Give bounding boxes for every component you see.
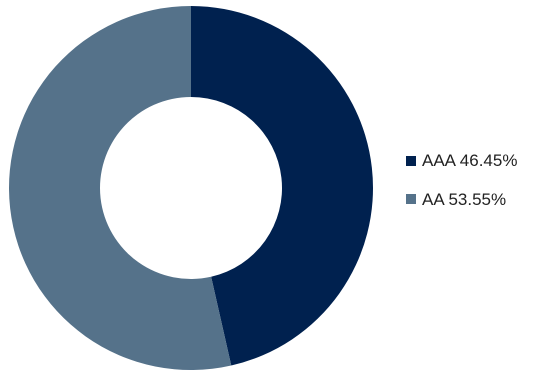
legend-item-aa: AA 53.55% [406, 190, 506, 209]
legend-item-aaa: AAA 46.45% [406, 151, 517, 170]
donut-slice-aa [9, 6, 232, 370]
chart-legend: AAA 46.45% AA 53.55% [406, 151, 517, 209]
legend-swatch-aaa [406, 156, 416, 166]
donut-slice-aaa [191, 6, 373, 366]
legend-label-aaa: AAA 46.45% [422, 151, 517, 170]
donut-slices [9, 6, 373, 370]
legend-swatch-aa [406, 194, 416, 204]
legend-label-aa: AA 53.55% [422, 190, 506, 209]
